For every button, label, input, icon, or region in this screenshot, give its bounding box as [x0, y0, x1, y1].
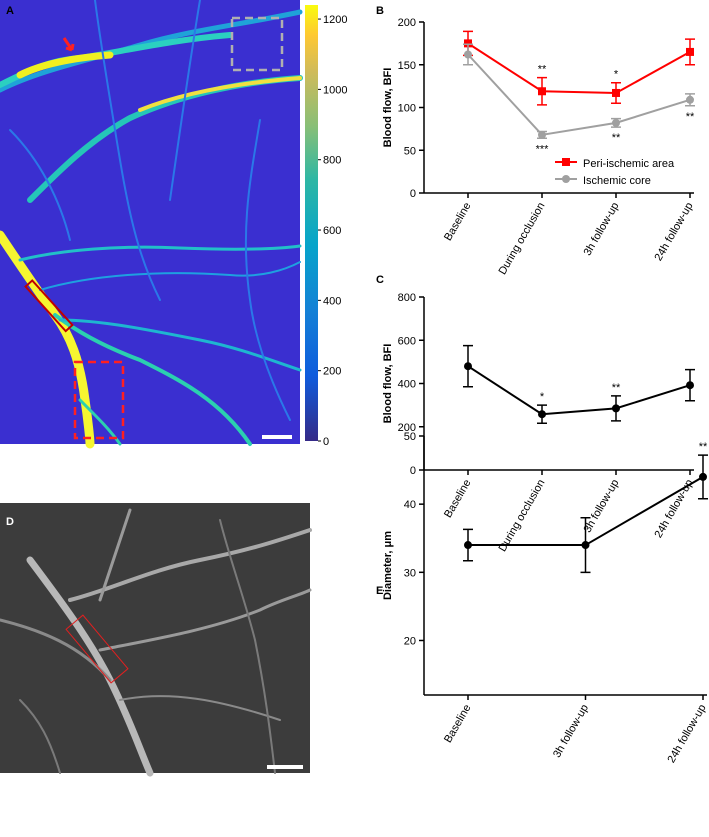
error-bar-group: [580, 517, 591, 574]
y-tick-label: 200: [323, 366, 341, 378]
marker: [538, 130, 546, 139]
y-tick-label: 1000: [323, 84, 347, 96]
legend-label: Peri-ischemic area: [583, 158, 675, 170]
colorbar: [305, 5, 318, 441]
marker: [686, 47, 694, 56]
panel-letter: D: [6, 516, 14, 528]
marker: [464, 541, 472, 550]
y-tick-label: 0: [410, 465, 416, 477]
y-tick-label: 100: [398, 103, 416, 115]
panel-letter: A: [6, 5, 14, 17]
error-bar-group: [463, 528, 473, 562]
significance: **: [612, 382, 621, 394]
marker: [612, 404, 620, 413]
significance: *: [540, 391, 545, 403]
marker: [612, 118, 620, 127]
error-bar-group: [685, 93, 695, 107]
y-tick-label: 150: [398, 60, 416, 72]
marker: [464, 39, 472, 48]
legend-marker: [562, 175, 570, 183]
x-tick-label: Baseline: [442, 703, 473, 746]
error-bar-group: [537, 76, 547, 106]
y-tick-label: 400: [323, 295, 341, 307]
significance: ***: [536, 143, 550, 155]
marker: [464, 50, 472, 59]
marker: [581, 541, 590, 550]
panel-a-image: [0, 0, 303, 449]
y-tick-label: 30: [404, 567, 416, 579]
error-bar-group: [698, 454, 708, 500]
series-line: [467, 365, 691, 416]
y-tick-label: 200: [398, 422, 416, 434]
y-tick-label: 800: [398, 292, 416, 304]
marker: [464, 362, 472, 371]
y-axis-label: Blood flow, BFI: [382, 68, 394, 148]
y-tick-label: 600: [323, 225, 341, 237]
marker: [538, 410, 546, 419]
series-line: [467, 53, 691, 136]
x-tick-label: 3h follow-up: [551, 703, 591, 760]
y-tick-label: 50: [404, 431, 416, 443]
x-tick-label: 24h follow-up: [652, 478, 695, 541]
error-bar-group: [463, 344, 473, 388]
y-tick-label: 800: [323, 155, 341, 167]
y-tick-label: 40: [404, 499, 416, 511]
x-tick-label: Baseline: [442, 201, 473, 244]
y-tick-label: 400: [398, 379, 416, 391]
x-tick-label: During occlusion: [497, 478, 548, 554]
marker: [686, 95, 694, 104]
error-bar-group: [611, 117, 621, 128]
y-tick-label: 1200: [323, 14, 347, 26]
y-axis-label: Diameter, μm: [382, 531, 394, 600]
x-tick-label: 3h follow-up: [582, 201, 622, 258]
error-bar-group: [611, 395, 621, 422]
y-tick-label: 0: [410, 188, 416, 200]
panel-letter: B: [376, 5, 384, 17]
error-bar-group: [611, 81, 621, 104]
x-tick-label: Baseline: [442, 478, 473, 521]
y-tick-label: 200: [398, 17, 416, 29]
marker: [686, 381, 694, 390]
y-tick-label: 50: [404, 145, 416, 157]
error-bar-group: [685, 38, 695, 66]
significance: **: [538, 64, 547, 76]
marker: [699, 472, 707, 481]
error-bar-group: [537, 130, 547, 140]
x-tick-label: 24h follow-up: [652, 201, 695, 264]
panel-letter: C: [376, 274, 384, 286]
significance: **: [612, 132, 621, 144]
series-line: [467, 42, 691, 94]
y-tick-label: 0: [323, 436, 329, 448]
marker: [612, 88, 620, 97]
y-tick-label: 600: [398, 335, 416, 347]
significance: **: [686, 111, 695, 123]
marker: [538, 87, 546, 96]
x-tick-label: 24h follow-up: [665, 703, 708, 766]
error-bar-group: [463, 43, 473, 66]
y-tick-label: 20: [404, 635, 416, 647]
significance: *: [614, 69, 619, 81]
error-bar-group: [537, 404, 547, 425]
error-bar-group: [685, 368, 695, 402]
x-tick-label: During occlusion: [497, 201, 548, 277]
legend-label: Ischemic core: [583, 175, 651, 187]
y-axis-label: Blood flow, BFI: [382, 344, 394, 424]
x-tick-label: 3h follow-up: [582, 478, 622, 535]
legend-marker: [562, 158, 570, 166]
significance: **: [699, 441, 708, 453]
panel-letter: E: [376, 585, 383, 597]
panel-d-image: [0, 503, 312, 777]
